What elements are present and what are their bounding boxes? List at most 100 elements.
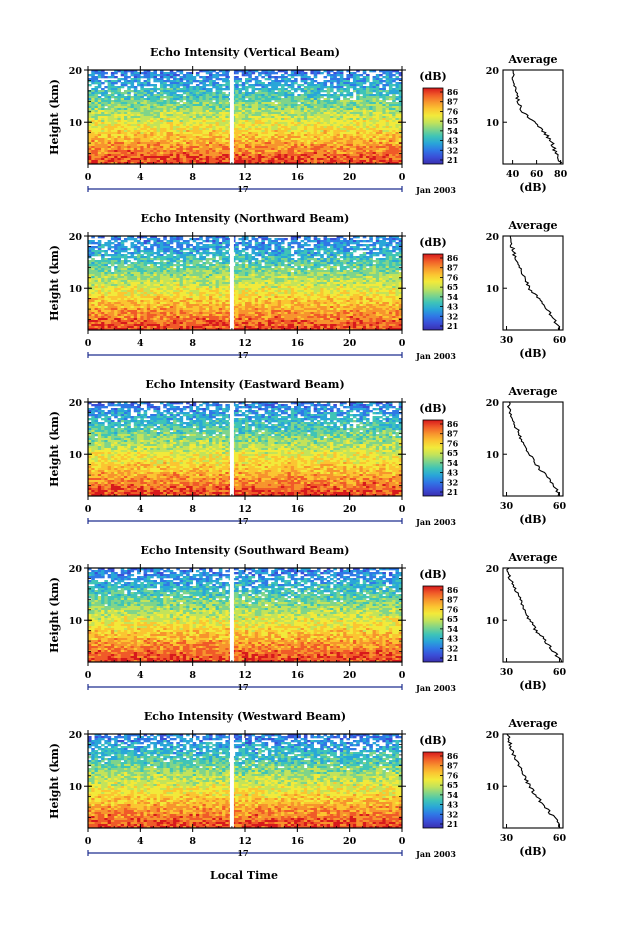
heatmap-cell xyxy=(97,134,102,137)
heatmap-cell xyxy=(140,152,144,155)
heatmap-cell xyxy=(97,240,102,243)
heatmap-cell xyxy=(326,150,331,153)
heatmap-cell xyxy=(133,146,138,149)
heatmap-cell xyxy=(382,236,386,239)
heatmap-cell xyxy=(271,106,275,109)
heatmap-cell xyxy=(173,240,177,243)
heatmap-cell xyxy=(127,102,131,105)
heatmap-cell xyxy=(372,80,377,83)
heatmap-cell xyxy=(199,154,203,157)
heatmap-cell xyxy=(114,110,118,113)
heatmap-cell xyxy=(375,90,380,93)
heatmap-cell xyxy=(222,94,226,97)
heatmap-cell xyxy=(352,140,357,143)
heatmap-cell xyxy=(366,120,370,123)
heatmap-cell xyxy=(146,88,151,91)
heatmap-cell xyxy=(192,152,197,155)
heatmap-cell xyxy=(372,124,377,127)
heatmap-cell xyxy=(212,154,216,157)
heatmap-cell xyxy=(133,108,138,111)
heatmap-cell xyxy=(290,138,295,141)
heatmap-cell xyxy=(297,98,301,101)
heatmap-cell xyxy=(336,148,341,151)
heatmap-cell xyxy=(382,154,386,157)
heatmap-cell xyxy=(258,122,262,125)
heatmap-cell xyxy=(277,122,282,125)
heatmap-cell xyxy=(133,116,138,119)
heatmap-cell xyxy=(166,244,171,247)
heatmap-cell xyxy=(264,148,269,151)
heatmap-cell xyxy=(176,130,180,133)
heatmap-cell xyxy=(241,148,246,151)
heatmap-cell xyxy=(94,100,99,103)
heatmap-cell xyxy=(320,148,324,151)
heatmap-cell xyxy=(346,116,350,119)
heatmap-cell xyxy=(222,154,226,157)
heatmap-cell xyxy=(107,126,112,129)
heatmap-cell xyxy=(123,254,128,257)
heatmap-cell xyxy=(339,118,344,121)
heatmap-cell xyxy=(274,150,279,153)
heatmap-cell xyxy=(277,134,282,137)
heatmap-cell xyxy=(303,254,308,257)
heatmap-cell xyxy=(120,148,125,151)
heatmap-cell xyxy=(153,72,157,75)
heatmap-cell xyxy=(280,70,285,73)
heatmap-cell xyxy=(326,252,331,255)
heatmap-cell xyxy=(205,248,210,251)
heatmap-cell xyxy=(395,152,400,155)
heatmap-cell xyxy=(186,94,190,97)
heatmap-cell xyxy=(94,160,99,163)
heatmap-cell xyxy=(156,140,161,143)
heatmap-cell xyxy=(284,78,288,81)
heatmap-cell xyxy=(274,140,279,143)
heatmap-cell xyxy=(248,104,252,107)
heatmap-cell xyxy=(343,254,347,257)
heatmap-cell xyxy=(159,130,164,133)
heatmap-cell xyxy=(137,102,141,105)
heatmap-cell xyxy=(215,242,220,245)
heatmap-cell xyxy=(346,130,350,133)
heatmap-cell xyxy=(186,72,190,75)
heatmap-cell xyxy=(316,102,321,105)
heatmap-cell xyxy=(267,134,272,137)
heatmap-cell xyxy=(303,138,308,141)
heatmap-cell xyxy=(150,146,154,149)
heatmap-cell xyxy=(173,140,177,143)
heatmap-cell xyxy=(248,70,252,73)
heatmap-cell xyxy=(372,78,377,81)
heatmap-cell xyxy=(385,92,390,95)
heatmap-cell xyxy=(222,150,226,153)
heatmap-cell xyxy=(127,110,131,113)
heatmap-cell xyxy=(267,252,272,255)
heatmap-cell xyxy=(372,106,377,109)
heatmap-cell xyxy=(123,248,128,251)
heatmap-cell xyxy=(339,252,344,255)
heatmap-cell xyxy=(209,162,213,165)
heatmap-cell xyxy=(313,72,318,75)
heatmap-cell xyxy=(352,124,357,127)
heatmap-cell xyxy=(179,142,184,145)
heatmap-cell xyxy=(395,86,400,89)
heatmap-cell xyxy=(205,76,210,79)
heatmap-cell xyxy=(137,98,141,101)
heatmap-cell xyxy=(352,82,357,85)
heatmap-cell xyxy=(287,152,292,155)
heatmap-cell xyxy=(104,118,108,121)
heatmap-cell xyxy=(284,136,288,139)
heatmap-cell xyxy=(254,82,259,85)
heatmap-cell xyxy=(300,156,305,159)
heatmap-cell xyxy=(199,254,203,257)
heatmap-cell xyxy=(133,126,138,129)
heatmap-cell xyxy=(320,126,324,129)
heatmap-cell xyxy=(330,126,334,129)
heatmap-cell xyxy=(186,150,190,153)
heatmap-cell xyxy=(326,98,331,101)
heatmap-cell xyxy=(248,74,252,77)
heatmap-cell xyxy=(245,254,249,257)
heatmap-cell xyxy=(349,152,354,155)
heatmap-cell xyxy=(264,162,269,165)
heatmap-cell xyxy=(307,144,311,147)
heatmap-cell xyxy=(313,244,318,247)
heatmap-cell xyxy=(146,74,151,77)
